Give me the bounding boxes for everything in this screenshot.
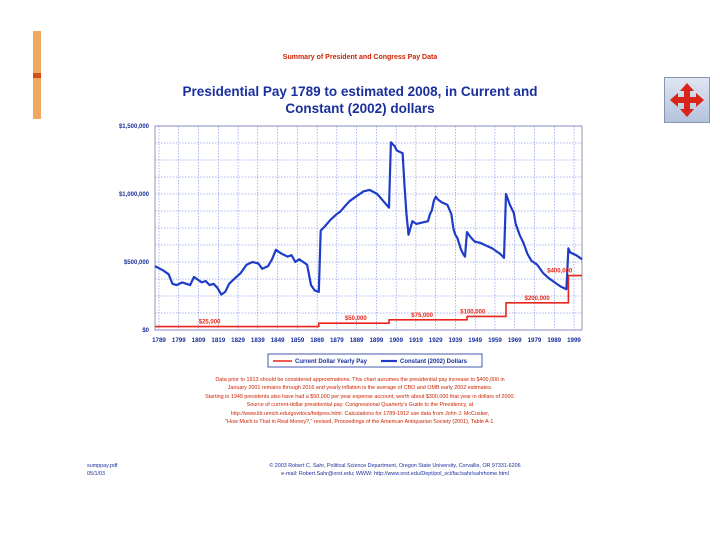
note-line-1: Data prior to 1913 should be considered … (215, 377, 505, 383)
credit-line-1: © 2003 Robert C. Sahr, Political Science… (269, 463, 521, 469)
x-tick-label: 1939 (449, 337, 463, 344)
x-tick-label: 1859 (290, 337, 304, 344)
chart-title-line-2: Constant (2002) dollars (285, 101, 435, 116)
y-tick-label: $1,500,000 (119, 124, 150, 130)
x-tick-label: 1909 (389, 337, 403, 344)
x-tick-label: 1869 (310, 337, 324, 344)
credit-line-2: e-mail: Robert.Sahr@orst.edu; WWW: http:… (281, 471, 509, 477)
chart-title-line-1: Presidential Pay 1789 to estimated 2008,… (182, 84, 538, 99)
note-line-2: January 2001 remains through 2016 and ye… (227, 385, 493, 392)
data-label: $75,000 (411, 313, 433, 319)
x-tick-label: 1959 (488, 337, 502, 344)
x-tick-label: 1999 (567, 337, 581, 344)
legend-label-constant-dollars: Constant (2002) Dollars (400, 359, 468, 365)
legend-box (267, 353, 483, 368)
series-line-current-dollars (155, 274, 582, 328)
x-tick-label: 1809 (192, 337, 206, 344)
note-line-4: Source of current-dollar presidential pa… (246, 402, 474, 409)
x-tick-label: 1789 (152, 337, 166, 344)
x-tick-label: 1839 (251, 337, 265, 344)
chart-title: Presidential Pay 1789 to estimated 2008,… (150, 83, 570, 117)
four-arrows-move-icon (670, 83, 704, 117)
credit-info: © 2003 Robert C. Sahr, Political Science… (195, 462, 595, 478)
x-tick-label: 1969 (508, 337, 522, 344)
legend-label-current-dollars: Current Dollar Yearly Pay (295, 359, 368, 365)
file-name: sumppay.pdf (87, 463, 118, 469)
decorative-accent-stripe (33, 73, 41, 78)
x-tick-label: 1929 (429, 337, 443, 344)
x-tick-label: 1899 (369, 337, 383, 344)
x-tick-label: 1919 (409, 337, 423, 344)
data-label: $50,000 (345, 316, 367, 322)
data-label: $100,000 (460, 309, 486, 315)
x-tick-label: 1799 (172, 337, 186, 344)
file-info: sumppay.pdf 05/1/03 (87, 462, 117, 478)
y-tick-label: $1,000,000 (119, 192, 150, 198)
note-line-6: "How Much is That in Real Money?," revis… (225, 419, 495, 426)
data-label: $400,000 (547, 269, 573, 275)
y-tick-label: $0 (142, 328, 149, 334)
x-tick-label: 1879 (330, 337, 344, 344)
y-tick-label: $500,000 (124, 260, 150, 266)
chart-notes: Data prior to 1913 should be considered … (130, 376, 590, 426)
x-tick-label: 1889 (350, 337, 364, 344)
file-date: 05/1/03 (87, 471, 105, 477)
x-tick-label: 1849 (271, 337, 285, 344)
x-tick-label: 1819 (211, 337, 225, 344)
note-line-3: Starting in 1949 presidents also have ha… (205, 393, 515, 400)
x-tick-label: 1989 (547, 337, 561, 344)
x-tick-label: 1949 (468, 337, 482, 344)
x-tick-label: 1979 (528, 337, 542, 344)
navigation-button[interactable] (664, 77, 710, 123)
data-label: $25,000 (199, 320, 221, 326)
data-label: $200,000 (525, 296, 551, 302)
page-header: Summary of President and Congress Pay Da… (282, 54, 438, 61)
note-line-5: http://www.lib.umich.edu/govdocs/fedpres… (230, 410, 490, 417)
series-line-constant-dollars (154, 141, 583, 296)
x-tick-label: 1829 (231, 337, 245, 344)
